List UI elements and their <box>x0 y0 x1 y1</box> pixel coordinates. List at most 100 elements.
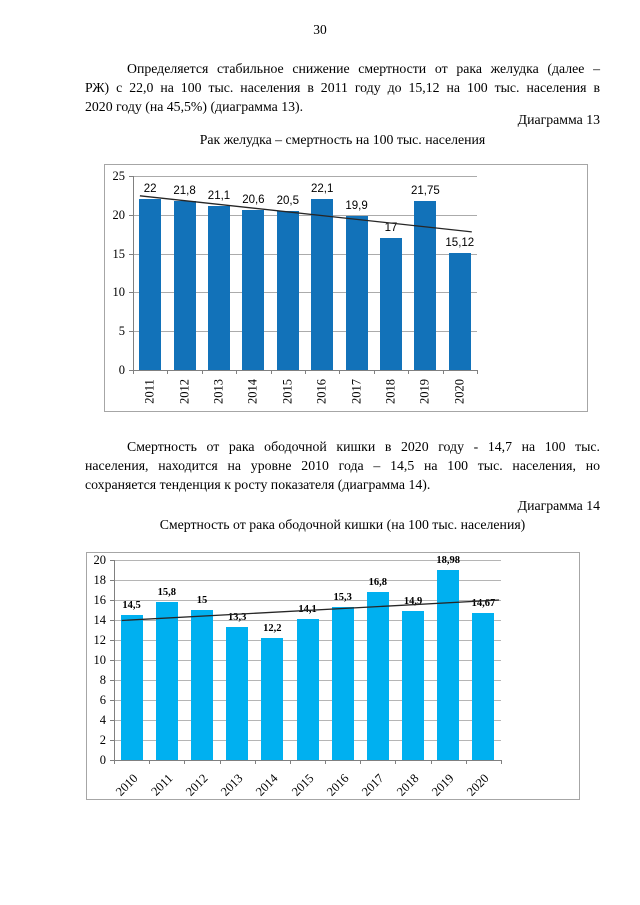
y-axis-tick-label: 10 <box>93 653 107 667</box>
bar-value-label: 20,5 <box>276 194 299 207</box>
x-axis-tick-label: 2014 <box>253 771 281 799</box>
diagram-13-title: Рак желудка – смертность на 100 тыс. нас… <box>199 132 486 147</box>
bar-2017 <box>345 215 368 370</box>
y-axis-tick-mark <box>110 560 114 561</box>
x-axis-tick-label: 2017 <box>358 771 387 799</box>
x-axis-tick-mark <box>270 370 272 374</box>
paragraph-gastric-cancer: Определяется стабильное снижение смертно… <box>85 59 600 117</box>
y-axis-tick-label: 18 <box>93 573 107 587</box>
x-axis-tick-mark <box>408 370 410 374</box>
bar-2012 <box>173 200 196 370</box>
x-axis-tick-mark <box>360 760 362 764</box>
bar-2013 <box>226 627 249 760</box>
y-axis-tick-label: 8 <box>99 673 106 687</box>
bar-value-label: 14,1 <box>298 604 317 615</box>
y-axis-tick-mark <box>110 700 114 701</box>
x-axis-tick-label: 2012 <box>177 379 192 404</box>
y-axis-tick-mark <box>110 720 114 721</box>
text-line: сохраняется тенденция к росту показателя… <box>85 477 431 493</box>
x-axis-tick-label: 2013 <box>218 771 246 799</box>
bar-value-label: 17 <box>384 222 398 235</box>
bar-2016 <box>311 198 334 370</box>
bar-2010 <box>120 615 143 760</box>
x-axis-tick-mark <box>395 760 397 764</box>
bar-value-label: 19,9 <box>345 199 368 212</box>
x-axis-tick-label: 2017 <box>349 379 364 404</box>
bar-2019 <box>437 570 460 760</box>
x-axis-tick-label: 2014 <box>245 379 260 404</box>
x-axis-tick-mark <box>430 760 432 764</box>
diagram-14-caption: Диаграмма 14 <box>517 498 600 513</box>
x-axis-tick-label: 2015 <box>288 771 317 799</box>
bar-2015 <box>296 619 319 760</box>
bar-value-label: 13,3 <box>227 612 247 623</box>
gridline <box>133 253 477 255</box>
bar-value-label: 14,9 <box>403 596 423 607</box>
text-line: РЖ) с 22,0 на 100 тыс. населения в 2011 … <box>85 80 600 96</box>
gridline <box>133 292 477 294</box>
y-axis-tick-mark <box>110 620 114 621</box>
y-axis-tick-mark <box>129 253 133 255</box>
x-axis-tick-mark <box>373 370 375 374</box>
x-axis-tick-label: 2010 <box>112 771 141 799</box>
chart-gastric-cancer-mortality: 0 5 10 15 20 25 22 2011 21,8 2012 21,1 2013 20,6 2014… <box>104 164 588 412</box>
x-axis-tick-label: 2016 <box>323 771 352 799</box>
bar-2011 <box>155 602 178 760</box>
gridline <box>133 331 477 333</box>
x-axis-tick-mark <box>219 760 221 764</box>
y-axis-line <box>133 176 134 370</box>
text-line: 2020 году (на 45,5%) (диаграмма 13). <box>85 99 304 115</box>
bar-2011 <box>139 199 162 370</box>
text-line: Определяется стабильное снижение смертно… <box>127 61 600 76</box>
bar-value-label: 16,8 <box>368 577 388 588</box>
bar-value-label: 15,12 <box>445 236 475 249</box>
gridline <box>114 580 501 581</box>
bar-value-label: 15,8 <box>157 587 176 598</box>
bar-2018 <box>402 611 425 760</box>
y-axis-tick-mark <box>110 680 114 681</box>
bar-value-label: 21,8 <box>173 184 196 197</box>
bar-2013 <box>208 206 230 370</box>
y-axis-tick-label: 0 <box>99 753 106 767</box>
bar-2019 <box>414 201 437 370</box>
y-axis-tick-mark <box>129 370 133 371</box>
x-axis-tick-label: 2019 <box>417 379 432 404</box>
text-line: Смертность от рака ободочной кишки в 202… <box>127 439 600 454</box>
y-axis-tick-mark <box>129 214 133 216</box>
bar-value-label: 14,67 <box>471 598 496 610</box>
y-axis-tick-label: 6 <box>99 693 106 707</box>
x-axis-tick-mark <box>236 370 238 374</box>
bar-2014 <box>261 638 284 760</box>
bar-value-label: 15 <box>196 595 208 606</box>
bar-2014 <box>242 210 265 370</box>
y-axis-tick-label: 15 <box>112 246 126 261</box>
bar-value-label: 22 <box>143 183 157 196</box>
x-axis-line <box>114 760 501 761</box>
x-axis-tick-mark <box>465 760 467 764</box>
gridline <box>114 560 501 561</box>
bar-2020 <box>472 613 495 760</box>
x-axis-tick-mark <box>325 760 327 764</box>
x-axis-tick-mark <box>133 370 134 374</box>
x-axis-tick-mark <box>201 370 203 374</box>
diagram-14-title: Смертность от рака ободочной кишки (на 1… <box>159 517 526 532</box>
gridline <box>133 176 477 177</box>
x-axis-tick-label: 2016 <box>314 379 329 404</box>
y-axis-tick-label: 14 <box>93 613 107 627</box>
page-number: 30 <box>313 22 327 37</box>
chart-colon-cancer-mortality: 0 2 4 6 8 10 12 14 16 18 20 14,5 2010 15,8 2011 15 2012 1… <box>86 552 580 800</box>
y-axis-tick-label: 12 <box>93 633 107 647</box>
y-axis-tick-mark <box>110 640 114 641</box>
y-axis-tick-label: 10 <box>112 285 126 300</box>
bar-2016 <box>331 607 354 760</box>
paragraph-colon-cancer: Смертность от рака ободочной кишки в 202… <box>85 437 600 495</box>
x-axis-tick-mark <box>501 760 502 764</box>
x-axis-tick-label: 2011 <box>148 771 176 799</box>
y-axis-tick-mark <box>110 740 114 741</box>
bar-value-label: 22,1 <box>310 182 334 195</box>
bar-2017 <box>366 592 389 760</box>
x-axis-tick-mark <box>442 370 444 374</box>
x-axis-tick-label: 2015 <box>280 379 295 404</box>
bar-2012 <box>190 610 213 760</box>
